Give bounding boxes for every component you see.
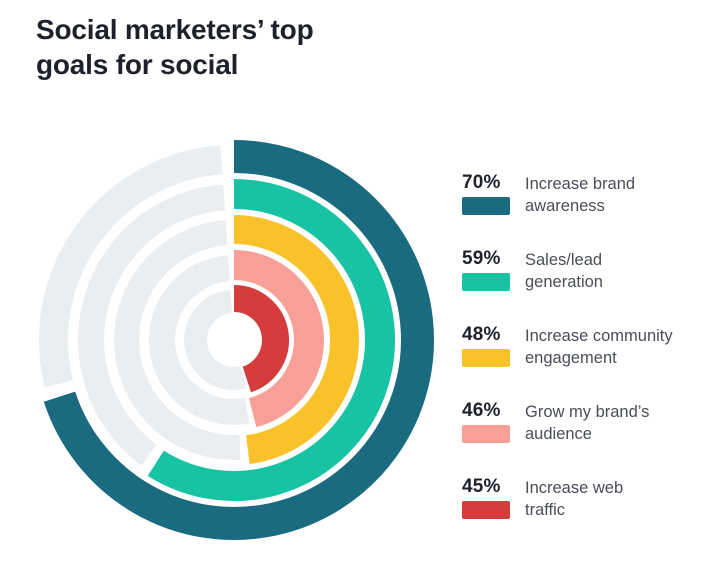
legend-item-increase-web-traffic: 45% Increase web traffic [462,476,673,521]
legend-color-swatch [462,273,510,291]
legend-item-sales-lead-generation: 59% Sales/lead generation [462,248,673,293]
legend-label-line-2: traffic [525,501,566,519]
page-title-line-2: goals for social [36,49,239,80]
legend-label-line-1: Sales/lead [525,251,603,269]
legend-item-increase-brand-awareness: 70% Increase brand awareness [462,172,673,217]
legend-percent: 45% [462,476,501,497]
legend-item-grow-my-brands-audience: 46% Grow my brand’s audience [462,400,673,445]
legend-label-line-1: Increase brand [525,175,636,193]
legend-percent: 46% [462,400,501,421]
legend-color-swatch [462,197,510,215]
legend-label-line-2: awareness [525,197,605,215]
legend-percent: 70% [462,172,501,193]
legend-key: 59% [462,248,525,291]
legend-key: 70% [462,172,525,215]
legend-color-swatch [462,425,510,443]
legend-label: Sales/lead generation [525,248,603,293]
chart-legend: 70% Increase brand awareness 59% Sales/l… [462,172,673,521]
legend-color-swatch [462,501,510,519]
legend-key: 48% [462,324,525,367]
legend-label: Increase web traffic [525,476,623,521]
legend-label-line-2: audience [525,425,592,443]
legend-label-line-1: Increase community [525,327,673,345]
legend-label-line-1: Grow my brand’s [525,403,650,421]
legend-key: 46% [462,400,525,443]
legend-key: 45% [462,476,525,519]
radial-rings-chart [29,135,439,545]
legend-label: Increase community engagement [525,324,673,369]
legend-label-line-2: generation [525,273,603,291]
legend-label: Grow my brand’s audience [525,400,649,445]
page-title-line-1: Social marketers’ top [36,14,314,45]
legend-color-swatch [462,349,510,367]
legend-label-line-1: Increase web [525,479,624,497]
page-title: Social marketers’ top goals for social [36,12,314,82]
legend-percent: 59% [462,248,501,269]
legend-percent: 48% [462,324,501,345]
legend-item-increase-community-engagement: 48% Increase community engagement [462,324,673,369]
legend-label: Increase brand awareness [525,172,635,217]
radial-rings-svg [39,140,434,540]
legend-label-line-2: engagement [525,349,617,367]
